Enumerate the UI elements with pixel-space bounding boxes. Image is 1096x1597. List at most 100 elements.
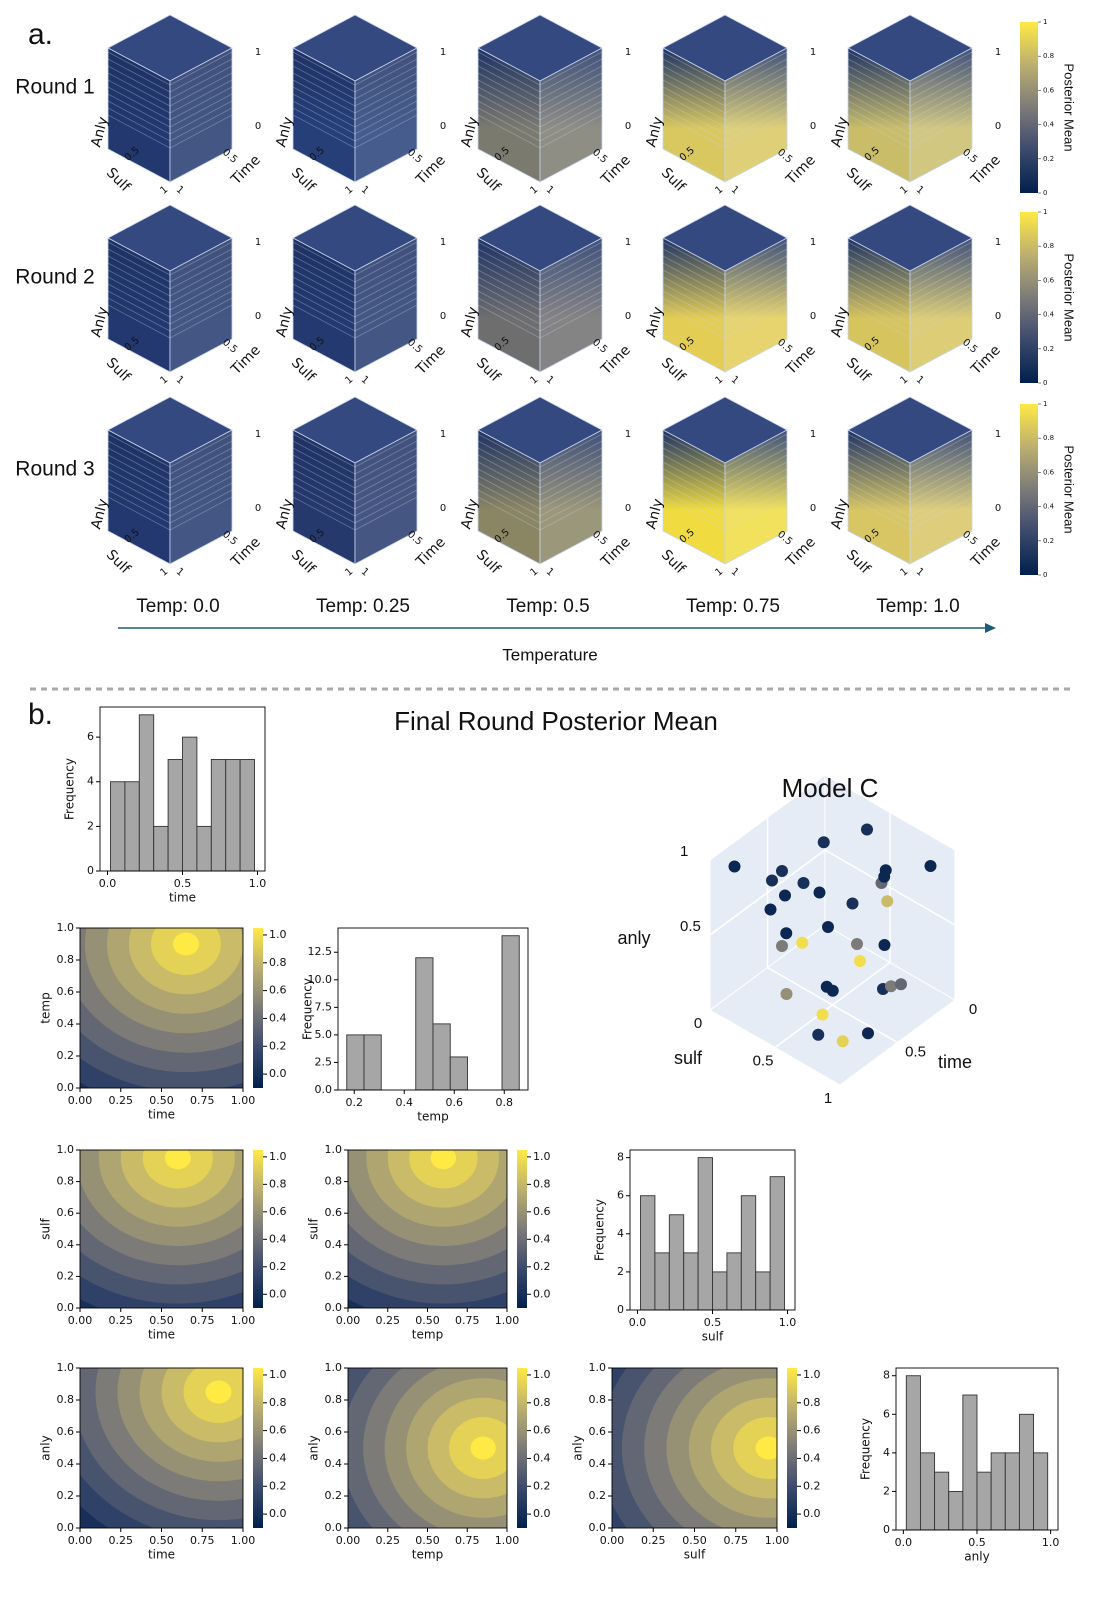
x-tick-label: 0.25 (376, 1534, 401, 1547)
cube-layer (292, 297, 418, 332)
cube-tick-label: 0 (255, 121, 261, 132)
point (780, 988, 793, 1000)
cube-layer (292, 482, 418, 517)
cube-layer (107, 51, 233, 86)
cube-layer (847, 461, 973, 496)
cube-layer (477, 496, 603, 531)
cube (107, 204, 233, 373)
x-tick-label: 1.0 (779, 1316, 797, 1329)
axes-frame (347, 1149, 508, 1309)
colorbar-tick-label: 0.4 (533, 1232, 551, 1245)
cube-layer (477, 72, 603, 107)
column-label: Temp: 0.0 (136, 596, 219, 617)
cube-tick-label: 1 (625, 429, 631, 440)
cube-right (354, 429, 418, 565)
bar (501, 935, 520, 1091)
point (846, 897, 859, 910)
colorbar-tick-label: 0.2 (269, 1260, 287, 1273)
cube-tick-label: 0 (810, 311, 816, 322)
cube (662, 204, 788, 373)
cube-axis-label: Anly (458, 497, 481, 531)
x-axis-label: time (148, 1548, 175, 1562)
cube-layer (477, 65, 603, 100)
cube-axis-label: Anly (828, 115, 851, 149)
cube-layer (477, 283, 603, 318)
colorbar (1020, 212, 1038, 383)
cube-layer (107, 454, 233, 489)
colorbar-tick-label: 1 (1043, 208, 1047, 216)
point (924, 860, 937, 872)
y-tick-label: 0 (883, 1523, 890, 1536)
colorbar-tick-label: 0.2 (1043, 537, 1054, 545)
point (796, 936, 809, 949)
cube-layer (477, 276, 603, 311)
x-tick-label: 0.6 (446, 1096, 464, 1109)
axes-frame (79, 927, 244, 1089)
cube-layer (107, 107, 233, 142)
cube-layer (662, 79, 788, 114)
cube (847, 396, 973, 565)
contour-level (470, 1436, 496, 1460)
cube-layer (847, 255, 973, 290)
cube-layer (107, 447, 233, 482)
bar (138, 714, 155, 872)
colorbar-tick-label: 0.4 (269, 1011, 287, 1024)
cube-layer (662, 489, 788, 524)
cube-layer (292, 440, 418, 475)
cube-axis-label: Anly (88, 497, 111, 531)
x-tick-label: 0.00 (336, 1534, 361, 1547)
colorbar-tick-label: 0.8 (269, 1396, 287, 1409)
colorbar-tick-label: 1 (1043, 400, 1047, 408)
cube-layer (847, 72, 973, 107)
cube-axis-label: Anly (643, 497, 666, 531)
cube-layer (847, 454, 973, 489)
colorbar-tick-label: 0.8 (269, 1177, 287, 1190)
y-tick-label: 4 (87, 775, 94, 788)
point (851, 938, 863, 950)
z-tick-label: 1 (680, 843, 688, 860)
colorbar-tick-label: 0.2 (533, 1479, 551, 1492)
colorbar-tick-label: 0.2 (1043, 155, 1054, 163)
cube-axis-label: Anly (643, 115, 666, 149)
colorbar (253, 1368, 263, 1528)
bar (740, 1195, 757, 1311)
cube-layer (477, 107, 603, 142)
cube-tick-label: 1 (625, 47, 631, 58)
cube (847, 14, 973, 183)
cube-tick-label: 0 (625, 311, 631, 322)
cube-layer (477, 51, 603, 86)
cube-tick-label: 1 (255, 237, 261, 248)
colorbar-tick-label: 0.6 (1043, 276, 1055, 284)
bar (1033, 1452, 1049, 1531)
point (862, 1027, 874, 1040)
cube-layer (477, 482, 603, 517)
y-tick-label: 0.6 (57, 985, 75, 998)
arrow-head (985, 623, 996, 633)
cube-layer (292, 447, 418, 482)
cube-axis-label: Sulf (843, 547, 874, 578)
x-tick-label: 0.50 (149, 1314, 174, 1327)
colorbar-tick-label: 0.2 (269, 1479, 287, 1492)
cube-layer (292, 475, 418, 510)
grid-line (774, 961, 891, 1049)
cube-layer (477, 290, 603, 325)
x-tick-label: 1.00 (495, 1534, 520, 1547)
arrow-label: Temperature (502, 645, 597, 664)
cube-tick-label: 0 (995, 311, 1001, 322)
point (813, 886, 826, 899)
cube-tick-label: 1 (544, 566, 556, 579)
colorbar-tick-label: 0.6 (1043, 86, 1055, 94)
y-tick-label: 1.0 (325, 1361, 343, 1374)
point (776, 940, 788, 952)
bar (124, 781, 140, 872)
cube-tick-label: 1 (729, 566, 741, 579)
cube-axis-label: Anly (88, 115, 111, 149)
column-label: Temp: 1.0 (876, 596, 959, 617)
cube-layer (107, 79, 233, 114)
y-tick-label: 2 (87, 819, 94, 832)
colorbar-tick-label: 0.2 (803, 1479, 821, 1492)
colorbar-tick-label: 1.0 (533, 1368, 551, 1381)
cube-layer (847, 248, 973, 283)
y-tick-label: 0.8 (57, 953, 75, 966)
colorbar-tick-label: 0.0 (269, 1287, 287, 1300)
